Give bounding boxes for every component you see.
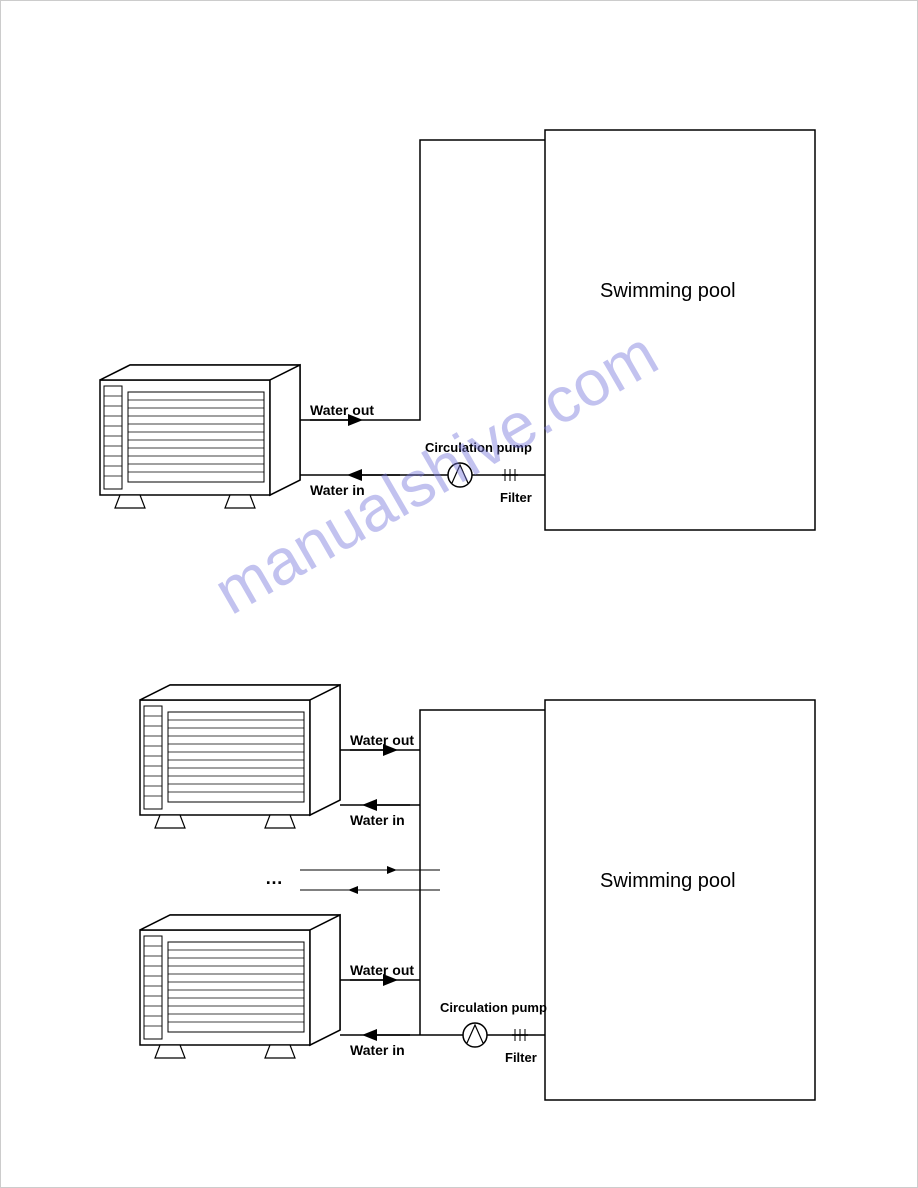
pool-label-1: Swimming pool [600,280,736,303]
filter-icon-1 [502,469,518,481]
water-out-label-1: Water out [310,402,374,418]
diagram-1 [100,130,815,530]
water-out-label-2a: Water out [350,732,414,748]
pool-rect-2 [545,700,815,1100]
water-in-label-1: Water in [310,482,365,498]
water-in-label-2a: Water in [350,812,405,828]
filter-label-1: Filter [500,490,532,505]
filter-icon-2 [512,1029,528,1041]
heat-pump-2a [140,685,340,828]
heat-pump-1 [100,365,300,508]
filter-label-2: Filter [505,1050,537,1065]
water-in-label-2b: Water in [350,1042,405,1058]
riser-2 [420,710,545,1035]
circ-pump-label-2: Circulation pump [440,1000,547,1015]
water-out-label-2b: Water out [350,962,414,978]
circulation-pump-icon-1 [448,463,472,487]
heat-pump-2b [140,915,340,1058]
ellipsis-label: … [265,868,283,889]
circ-pump-label-1: Circulation pump [425,440,532,455]
water-out-line-1 [300,140,545,420]
circulation-pump-icon-2 [463,1023,487,1047]
pool-rect-1 [545,130,815,530]
pool-label-2: Swimming pool [600,870,736,893]
